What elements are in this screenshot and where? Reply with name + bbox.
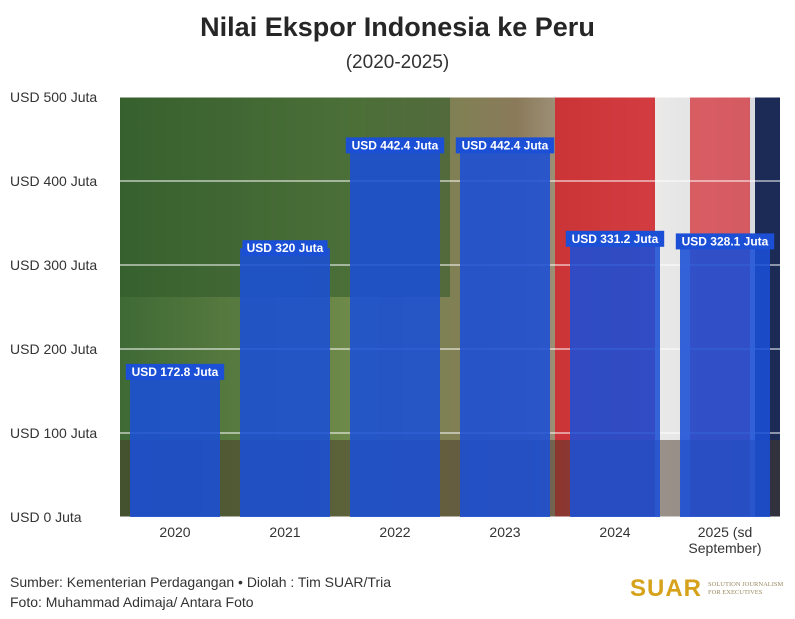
logo-tagline: Solution Journalism for Executives xyxy=(708,581,784,596)
y-tick-label: USD 100 Juta xyxy=(10,425,97,441)
data-label-bg xyxy=(125,363,225,380)
data-labels: USD 172.8 Juta USD 320 Juta USD 442.4 Juta… xyxy=(125,137,775,380)
bar xyxy=(240,248,330,517)
x-tick-label: 2023 xyxy=(489,524,520,540)
data-label: USD 442.4 Juta xyxy=(352,138,439,152)
x-tick-label: 2025 (sd September) xyxy=(688,524,761,556)
data-label: USD 328.1 Juta xyxy=(682,234,769,248)
data-label: USD 320 Juta xyxy=(247,241,324,255)
data-label-bg xyxy=(242,240,328,257)
gridlines xyxy=(120,96,780,518)
data-label-bg xyxy=(455,137,555,154)
y-tick-label: USD 400 Juta xyxy=(10,173,97,189)
photo-credit: Foto: Muhammad Adimaja/ Antara Foto xyxy=(10,594,254,610)
data-label: USD 331.2 Juta xyxy=(572,232,659,246)
y-tick-label: USD 0 Juta xyxy=(10,509,82,525)
y-tick-label: USD 200 Juta xyxy=(10,341,97,357)
chart-title: Nilai Ekspor Indonesia ke Peru xyxy=(200,12,595,42)
x-tick-label: 2022 xyxy=(379,524,410,540)
suar-logo: SUAR Solution Journalism for Executives xyxy=(630,575,788,603)
bar xyxy=(460,145,550,517)
bars xyxy=(130,145,770,518)
data-label-bg xyxy=(565,230,665,247)
chart-subtitle: (2020-2025) xyxy=(345,52,450,73)
y-tick-label: USD 500 Juta xyxy=(10,89,97,105)
source-line: Sumber: Kementerian Perdagangan • Diolah… xyxy=(10,574,392,590)
y-tick-label: USD 300 Juta xyxy=(10,257,97,273)
x-axis-ticks: 2020 2021 2022 2023 2024 2025 (sd September) xyxy=(159,524,761,556)
x-tick-label: 2024 xyxy=(599,524,630,540)
x-tick-label: 2020 xyxy=(159,524,190,540)
data-label: USD 172.8 Juta xyxy=(132,365,219,379)
x-tick-label: 2021 xyxy=(269,524,300,540)
data-label: USD 442.4 Juta xyxy=(462,138,549,152)
data-label-bg xyxy=(675,233,775,250)
bar xyxy=(130,371,220,517)
y-axis-ticks: USD 0 Juta USD 100 Juta USD 200 Juta USD 30… xyxy=(10,89,97,525)
logo-wordmark: SUAR xyxy=(630,575,703,602)
data-label-bg xyxy=(345,137,445,154)
bar xyxy=(680,241,770,517)
source-note: Sumber: Kementerian Perdagangan • Diolah… xyxy=(10,572,391,612)
bar xyxy=(570,238,660,518)
bar xyxy=(350,145,440,517)
